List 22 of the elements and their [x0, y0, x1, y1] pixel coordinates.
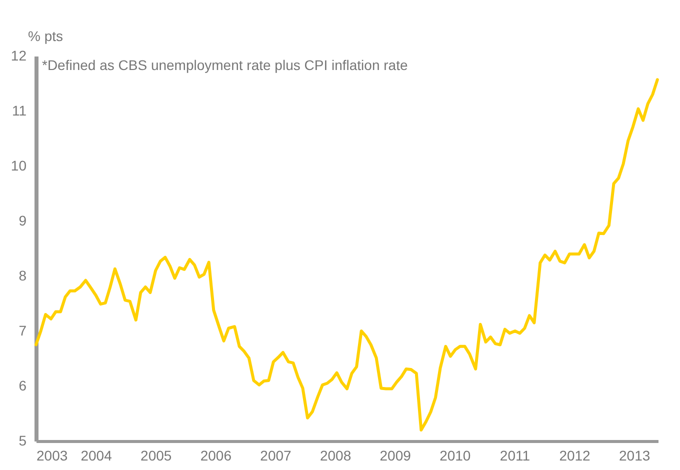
y-tick-label: 5 — [18, 432, 27, 448]
x-tick-label: 2013 — [619, 448, 650, 464]
line-series — [34, 78, 659, 432]
y-tick-label: 11 — [12, 102, 27, 118]
x-tick-label: 2006 — [200, 448, 232, 464]
y-tick-label: 10 — [10, 158, 27, 174]
x-tick-label: 2004 — [80, 448, 112, 464]
x-tick-label: 2007 — [260, 448, 292, 464]
y-tick-label: 12 — [10, 48, 27, 64]
x-tick-label: 2005 — [140, 448, 172, 464]
x-tick-label: 2003 — [36, 448, 68, 464]
y-axis-title: % pts — [28, 28, 64, 44]
x-tick-label: 2012 — [559, 448, 591, 464]
y-tick-label: 6 — [18, 378, 27, 394]
x-tick-label: 2008 — [320, 448, 352, 464]
x-tick-label: 2009 — [380, 448, 412, 464]
y-tick-label: 9 — [18, 212, 27, 228]
y-tick-label: 8 — [18, 268, 27, 284]
x-tick-label: 2011 — [500, 448, 530, 464]
x-tick-label: 2010 — [440, 448, 471, 464]
annotation: *Defined as CBS unemployment rate plus CPI inflation rate — [42, 57, 408, 73]
y-tick-label: 7 — [18, 322, 27, 338]
